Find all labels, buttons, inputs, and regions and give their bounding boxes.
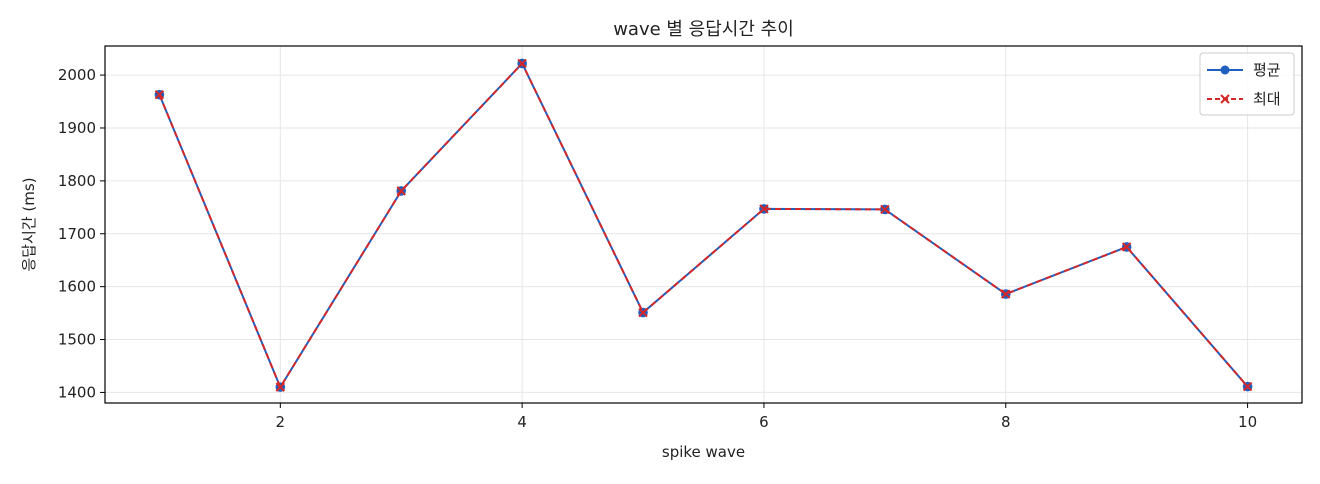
- y-tick-label-1700: 1700: [58, 225, 96, 243]
- x-tick-label-6: 6: [759, 413, 769, 431]
- data-point-최대-3: [396, 186, 406, 196]
- x-tick-label-2: 2: [276, 413, 286, 431]
- grid: [105, 46, 1302, 403]
- chart-title: wave 별 응답시간 추이: [613, 19, 794, 40]
- y-tick-label-1400: 1400: [58, 383, 96, 401]
- data-point-최대-7: [880, 204, 890, 215]
- data-point-최대-9: [1121, 242, 1132, 252]
- legend-marker-최대: [1220, 94, 1230, 104]
- series-최대: [154, 58, 1253, 392]
- series-line-최대: [158, 62, 1249, 389]
- data-point-최대-1-stroke-b: [154, 89, 165, 100]
- x-tick-label-4: 4: [517, 413, 527, 431]
- legend-marker-평균: [1220, 65, 1230, 75]
- series-line-평균: [158, 62, 1249, 389]
- y-axis-label: 응답시간 (ms): [20, 177, 38, 271]
- data-point-최대-6-stroke-b: [759, 204, 769, 214]
- axis-ticks: 2 4 6 8 10 1400 1500 1600 1700 1800 1900 2000: [58, 66, 1257, 431]
- data-point-최대-8-stroke-b: [1001, 289, 1011, 299]
- data-point-최대-1: [154, 89, 165, 100]
- data-point-최대-4: [517, 58, 527, 69]
- legend-label-최대: 최대: [1253, 90, 1281, 108]
- plot-frame: [104, 45, 1303, 404]
- data-point-최대-5: [638, 307, 648, 318]
- x-tick-label-10: 10: [1238, 413, 1257, 431]
- y-tick-label-2000: 2000: [58, 66, 96, 84]
- data-point-최대-10: [1242, 381, 1253, 392]
- x-tick-label-8: 8: [1001, 413, 1011, 431]
- series-평균: [154, 58, 1253, 392]
- data-point-최대-6: [759, 204, 769, 214]
- legend: 평균 최대: [1199, 52, 1295, 116]
- data-point-최대-7-stroke-b: [880, 204, 890, 215]
- data-point-최대-2: [275, 382, 286, 392]
- legend-label-평균: 평균: [1253, 61, 1281, 79]
- legend-x-marker-최대-stroke-b: [1220, 94, 1230, 104]
- data-point-최대-4-stroke-b: [517, 58, 527, 69]
- legend-x-marker-최대: [1220, 94, 1230, 104]
- y-tick-label-1900: 1900: [58, 119, 96, 137]
- data-point-최대-9-stroke-b: [1121, 242, 1132, 252]
- y-tick-label-1600: 1600: [58, 278, 96, 296]
- y-tick-label-1800: 1800: [58, 172, 96, 190]
- y-tick-label-1500: 1500: [58, 331, 96, 349]
- data-point-최대-5-stroke-b: [638, 307, 648, 318]
- data-point-최대-8: [1001, 289, 1011, 299]
- x-axis-label: spike wave: [662, 443, 745, 461]
- data-point-최대-2-stroke-b: [275, 382, 286, 392]
- data-point-최대-3-stroke-b: [396, 186, 406, 196]
- series-layer: [154, 58, 1253, 392]
- data-point-최대-10-stroke-b: [1242, 381, 1253, 392]
